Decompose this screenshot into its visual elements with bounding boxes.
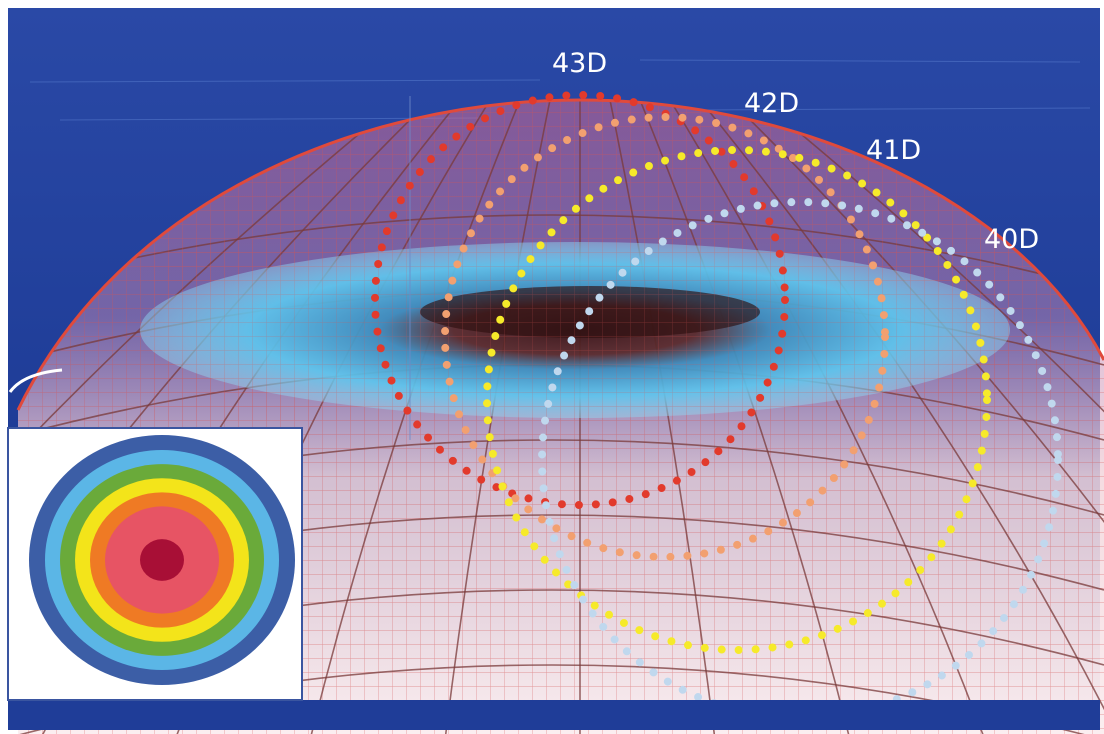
- lens-edge-left: [8, 368, 63, 393]
- ring-42d: [441, 113, 889, 561]
- label-43d: 43D: [552, 48, 607, 79]
- ring-43d: [371, 91, 789, 509]
- ring-41d: [483, 146, 991, 654]
- mesh-longitude-line: [18, 100, 431, 734]
- inset-topography-map: [7, 427, 303, 701]
- inset-ring-center: [140, 539, 184, 581]
- label-41d: 41D: [866, 135, 921, 166]
- label-42d: 42D: [744, 88, 799, 119]
- mesh-longitude-line: [729, 100, 1104, 734]
- dome-outline: [16, 98, 1104, 411]
- label-40d: 40D: [984, 224, 1039, 255]
- mesh-longitude-line: [759, 100, 1104, 734]
- mesh-longitude-line: [18, 100, 401, 734]
- bottom-band: [8, 700, 1100, 730]
